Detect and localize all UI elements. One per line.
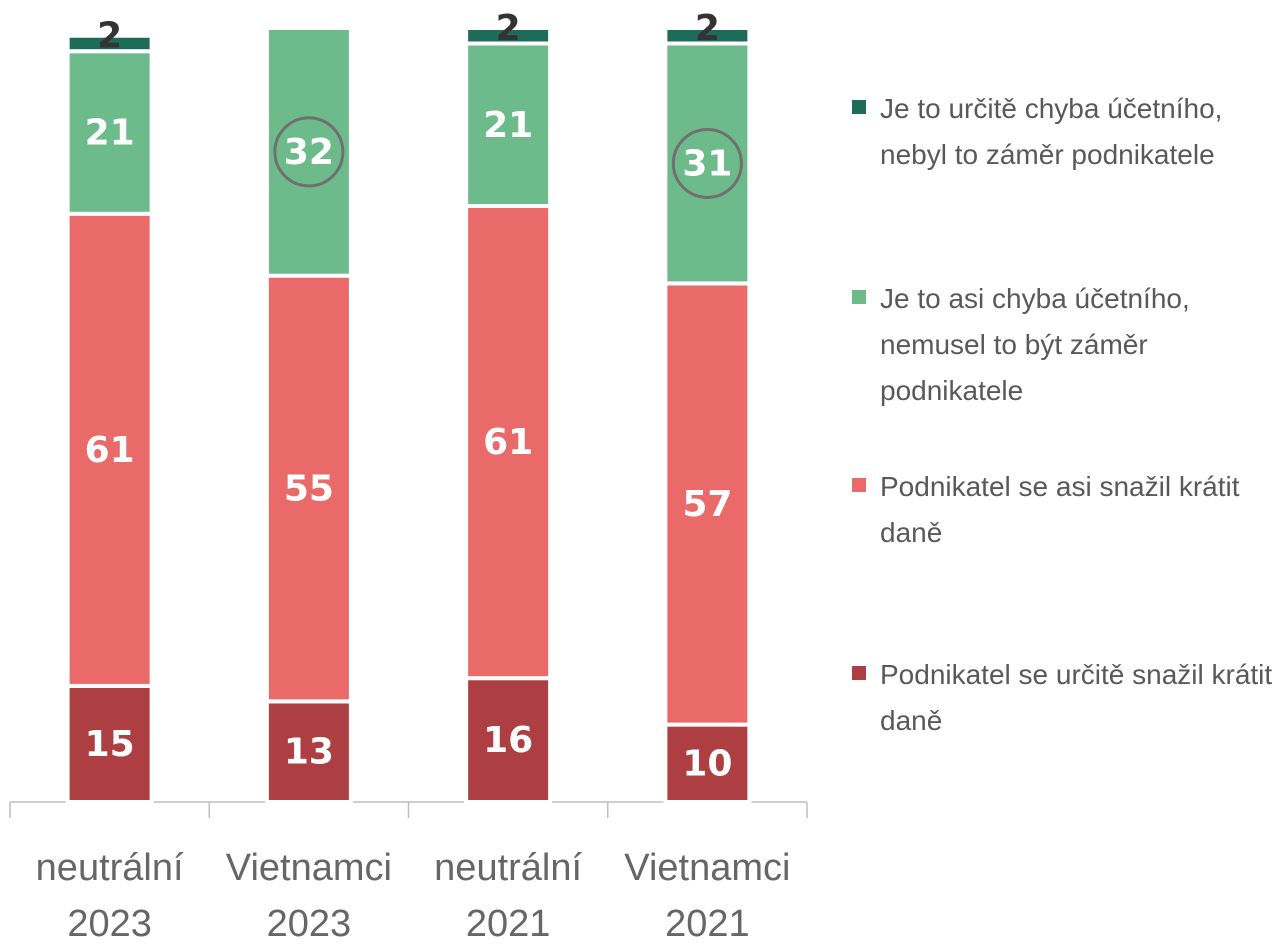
bar-segment xyxy=(65,211,154,688)
value-label: 2 xyxy=(496,8,521,49)
legend-label: Podnikatel se určitě snažil krátit daně xyxy=(880,659,1273,736)
bar-segment xyxy=(65,33,154,54)
legend-label: Podnikatel se asi snažil krátit daně xyxy=(880,471,1240,548)
value-label: 61 xyxy=(483,422,533,463)
legend-entry: Je to asi chyba účetního, nemusel to být… xyxy=(852,276,1282,414)
value-label: 2 xyxy=(695,8,720,49)
value-label: 10 xyxy=(682,743,732,784)
highlight-circle xyxy=(273,116,345,188)
legend-label: Je to určitě chyba účetního, nebyl to zá… xyxy=(880,93,1223,170)
legend-swatch xyxy=(852,666,866,680)
highlight-circle xyxy=(671,127,743,199)
value-label: 21 xyxy=(85,112,135,153)
legend-swatch xyxy=(852,100,866,114)
value-label: 32 xyxy=(284,132,334,173)
bar-segment xyxy=(663,41,752,286)
x-tick-label: Vietnamci 2021 xyxy=(624,847,790,945)
bar-segment xyxy=(264,699,353,805)
x-tick-label: neutrální 2021 xyxy=(434,847,582,945)
x-tick-label: Vietnamci 2023 xyxy=(226,847,392,945)
legend-entry: Je to určitě chyba účetního, nebyl to zá… xyxy=(852,86,1282,178)
value-label: 2 xyxy=(97,16,122,57)
value-label: 21 xyxy=(483,105,533,146)
bar-segment xyxy=(464,41,553,209)
bar-segment xyxy=(663,722,752,804)
value-label: 15 xyxy=(85,724,135,765)
bar-segment xyxy=(264,26,353,278)
x-tick-label: neutrální 2023 xyxy=(36,847,184,945)
bar-segment xyxy=(464,26,553,46)
bar-segment xyxy=(464,204,553,681)
value-label: 16 xyxy=(483,720,533,761)
value-label: 31 xyxy=(682,143,732,184)
value-label: 57 xyxy=(682,484,732,525)
legend-label: Je to asi chyba účetního, nemusel to být… xyxy=(880,283,1190,406)
bar-segment xyxy=(663,26,752,46)
value-label: 55 xyxy=(284,469,334,510)
bar-segment xyxy=(464,676,553,804)
bar-segment xyxy=(264,273,353,704)
value-label: 61 xyxy=(85,430,135,471)
value-label: 13 xyxy=(284,732,334,773)
legend-swatch xyxy=(852,290,866,304)
legend-entry: Podnikatel se určitě snažil krátit daně xyxy=(852,652,1282,744)
legend-entry: Podnikatel se asi snažil krátit daně xyxy=(852,464,1282,556)
legend-swatch xyxy=(852,478,866,492)
